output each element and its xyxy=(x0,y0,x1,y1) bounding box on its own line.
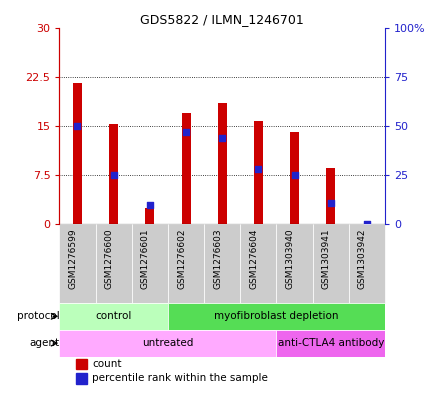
Point xyxy=(147,201,154,208)
Bar xyxy=(349,224,385,303)
Bar xyxy=(290,132,299,224)
Bar xyxy=(76,373,87,384)
Point xyxy=(291,172,298,178)
Bar xyxy=(204,224,240,303)
Point xyxy=(219,134,226,141)
Bar xyxy=(109,124,118,224)
Bar xyxy=(145,208,154,224)
Text: GSM1276604: GSM1276604 xyxy=(249,228,258,288)
Text: agent: agent xyxy=(29,338,59,348)
Point xyxy=(183,129,190,135)
Bar xyxy=(181,113,191,224)
Bar xyxy=(132,224,168,303)
Bar xyxy=(276,330,385,356)
Bar xyxy=(168,224,204,303)
Point xyxy=(327,199,334,206)
Point xyxy=(363,221,370,227)
Bar xyxy=(240,224,276,303)
Text: GSM1303940: GSM1303940 xyxy=(286,228,294,289)
Text: GSM1276599: GSM1276599 xyxy=(69,228,77,289)
Title: GDS5822 / ILMN_1246701: GDS5822 / ILMN_1246701 xyxy=(140,13,304,26)
Bar xyxy=(168,303,385,330)
Text: percentile rank within the sample: percentile rank within the sample xyxy=(92,373,268,383)
Bar xyxy=(254,121,263,224)
Point xyxy=(110,172,117,178)
Bar xyxy=(76,358,87,369)
Bar xyxy=(218,103,227,224)
Text: protocol: protocol xyxy=(17,311,59,321)
Bar xyxy=(326,169,335,224)
Text: GSM1276602: GSM1276602 xyxy=(177,228,186,288)
Bar xyxy=(73,83,82,224)
Bar xyxy=(95,224,132,303)
Text: GSM1303941: GSM1303941 xyxy=(322,228,331,289)
Text: GSM1276601: GSM1276601 xyxy=(141,228,150,289)
Text: control: control xyxy=(95,311,132,321)
Bar xyxy=(59,303,168,330)
Point xyxy=(255,166,262,172)
Text: anti-CTLA4 antibody: anti-CTLA4 antibody xyxy=(278,338,384,348)
Point xyxy=(74,123,81,129)
Text: GSM1276603: GSM1276603 xyxy=(213,228,222,289)
Bar xyxy=(313,224,349,303)
Text: GSM1276600: GSM1276600 xyxy=(105,228,114,289)
Bar xyxy=(59,224,95,303)
Bar xyxy=(59,330,276,356)
Text: untreated: untreated xyxy=(142,338,194,348)
Text: myofibroblast depletion: myofibroblast depletion xyxy=(214,311,339,321)
Text: GSM1303942: GSM1303942 xyxy=(358,228,367,288)
Text: count: count xyxy=(92,359,121,369)
Bar xyxy=(276,224,313,303)
